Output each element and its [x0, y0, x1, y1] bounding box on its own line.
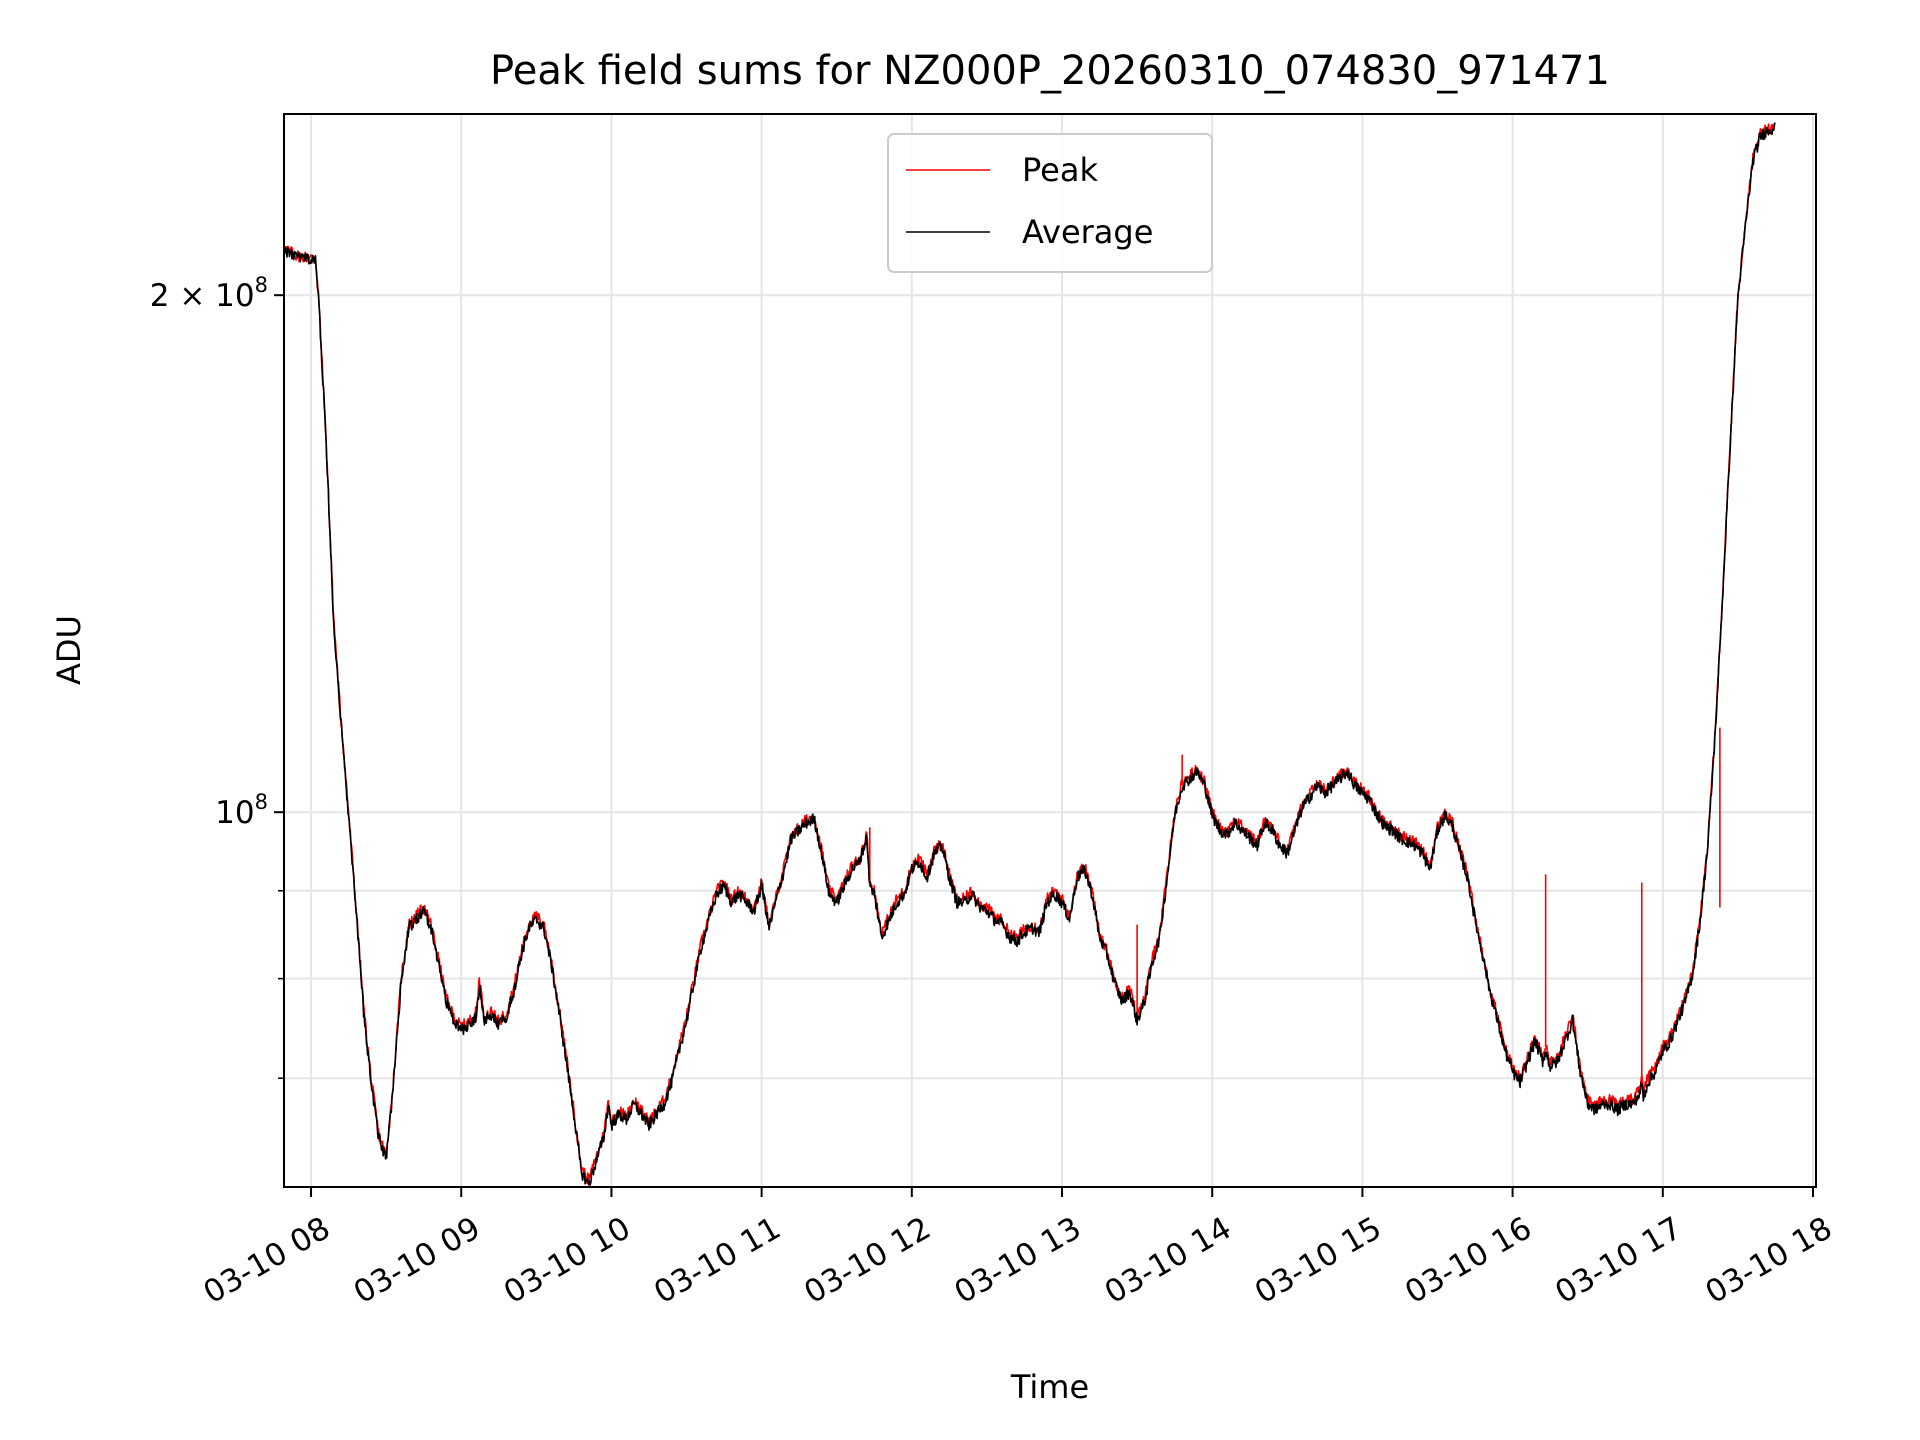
- y-tick-label: 2 × 108: [150, 273, 268, 314]
- legend-box: [887, 133, 1213, 273]
- series-line-average: [283, 122, 1776, 1186]
- y-axis-label: ADU: [50, 615, 88, 685]
- plot-area: [283, 122, 1776, 1187]
- legend: Peak Average: [887, 133, 1213, 273]
- legend-label-peak: Peak: [1022, 151, 1098, 189]
- chart-title: Peak field sums for NZ000P_20260310_0748…: [490, 48, 1610, 94]
- grid-lines: [284, 114, 1816, 1187]
- y-axis: 108 2 × 108: [150, 273, 284, 1079]
- legend-label-average: Average: [1022, 213, 1153, 251]
- axes-frame: [283, 113, 1817, 1188]
- x-axis-label: Time: [1010, 1368, 1089, 1406]
- y-tick-label: 108: [215, 790, 268, 831]
